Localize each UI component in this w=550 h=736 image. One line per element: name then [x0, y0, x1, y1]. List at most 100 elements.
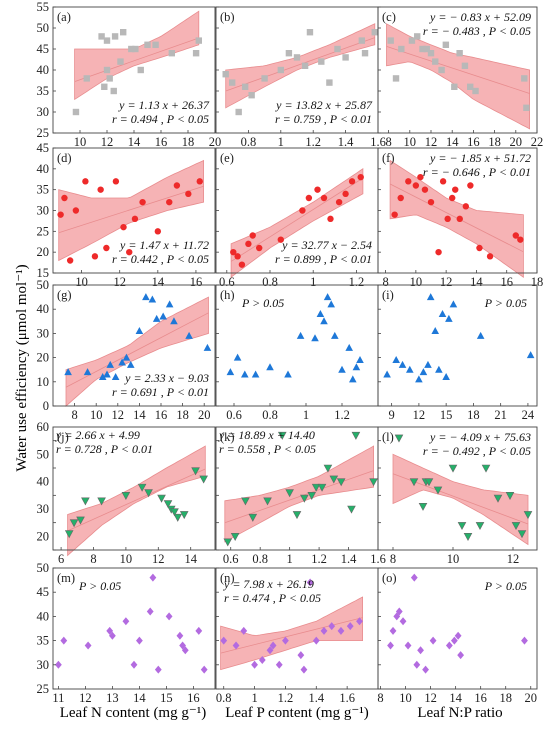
data-point: [345, 343, 353, 351]
regression-line: [220, 617, 363, 654]
regression-stats: r = 0.442 , P < 0.05: [112, 252, 209, 266]
x-tick-label: 8: [90, 552, 96, 566]
x-tick-label: 1.4: [341, 552, 357, 566]
regression-stats: r = 0.899 , P < 0.01: [275, 252, 372, 266]
y-tick-label: 45: [37, 141, 50, 155]
data-point: [76, 516, 85, 525]
x-tick-label: 10: [410, 275, 423, 289]
data-point: [241, 497, 250, 506]
data-point: [405, 178, 412, 185]
data-point: [266, 646, 274, 655]
x-tick-label: 22: [531, 135, 544, 149]
data-point: [191, 467, 200, 476]
x-tick-label: 20: [209, 135, 222, 149]
data-point: [476, 244, 483, 252]
panel-tag: (o): [382, 571, 397, 585]
y-tick-label: 25: [37, 126, 50, 140]
data-point: [185, 331, 193, 339]
confidence-band: [220, 596, 364, 671]
data-point: [463, 533, 473, 541]
x-tick-label: 1.2: [305, 135, 321, 149]
panel-m: 11 12 13 14 15 16 25 30 35 40 45 50 (m)P > 0.05: [37, 561, 216, 705]
confidence-band: [392, 453, 529, 546]
x-tick-label: 8: [377, 691, 383, 705]
y-tick-label: 50: [37, 278, 50, 292]
data-point: [347, 505, 356, 514]
data-point: [64, 368, 72, 376]
data-point: [173, 513, 183, 522]
data-point: [462, 203, 470, 210]
x-tick-label: 13: [106, 691, 119, 705]
data-point: [429, 636, 437, 645]
significance-label: P > 0.05: [484, 296, 527, 310]
x-tick-label: 16: [155, 135, 168, 149]
data-point: [106, 626, 114, 635]
data-point: [97, 186, 104, 193]
data-point: [438, 66, 445, 74]
x-tick-label: 1: [310, 275, 316, 289]
data-point: [72, 108, 80, 116]
data-point: [475, 522, 485, 531]
data-point: [285, 489, 294, 498]
data-point: [399, 617, 407, 626]
data-point: [284, 370, 292, 378]
significance-label: P > 0.05: [78, 579, 121, 593]
data-point: [112, 178, 120, 185]
y-tick-label: 35: [37, 84, 50, 98]
data-point: [296, 331, 305, 339]
x-tick-label: 18: [499, 691, 512, 705]
regression-equation: y = 13.82 x + 25.87: [275, 98, 373, 112]
data-point: [170, 508, 179, 517]
data-point: [334, 45, 341, 53]
significance-label: P > 0.05: [241, 296, 284, 310]
data-point: [358, 37, 365, 44]
x-tick-label: 10: [399, 691, 412, 705]
panel-frame: [52, 426, 216, 551]
data-point: [128, 45, 135, 53]
x-tick-label: 16: [474, 691, 487, 705]
data-point: [426, 293, 435, 301]
data-point: [421, 186, 429, 193]
x-tick-label: 14: [133, 408, 146, 422]
confidence-band: [225, 23, 376, 109]
y-tick-label: 40: [37, 63, 50, 77]
y-tick-label: 30: [37, 326, 50, 340]
panel-o: 8 10 12 14 16 18 20 (o) P > 0.05: [377, 567, 538, 705]
data-point: [292, 511, 302, 520]
panel-k: 0.6 0.8 1 1.2 1.4 1.6 (k)y = 18.89 x + 14.40r …: [215, 426, 386, 566]
x-axis-label-np: Leaf N:P ratio: [417, 705, 502, 721]
data-point: [493, 494, 503, 503]
y-tick-label: 25: [37, 682, 50, 696]
data-point: [422, 665, 429, 674]
x-tick-label: 10: [75, 275, 88, 289]
data-point: [126, 360, 135, 368]
data-point: [521, 75, 528, 82]
y-tick-label: 20: [37, 245, 50, 259]
data-point: [323, 464, 333, 473]
x-tick-label: 0.6: [226, 408, 242, 422]
data-point: [317, 483, 327, 492]
regression-stats: r = − 0.492 , P < 0.05: [423, 444, 531, 458]
panel-tag: (c): [382, 10, 396, 24]
data-point: [318, 58, 325, 65]
data-point: [450, 636, 458, 645]
data-point: [454, 631, 462, 640]
data-point: [117, 58, 124, 65]
data-point: [486, 253, 494, 260]
data-point: [258, 655, 266, 664]
data-point: [342, 54, 349, 61]
data-point: [307, 492, 317, 500]
y-tick-label: 50: [37, 21, 50, 35]
data-point: [512, 232, 519, 239]
data-point: [229, 79, 236, 86]
data-point: [165, 300, 174, 308]
data-point: [106, 360, 115, 368]
x-tick-label: 16: [190, 275, 203, 289]
data-point: [449, 300, 458, 308]
x-tick-label: 1.4: [338, 135, 354, 149]
data-point: [66, 257, 74, 264]
data-point: [433, 486, 443, 495]
data-point: [57, 211, 64, 218]
x-tick-label: 12: [424, 691, 437, 705]
